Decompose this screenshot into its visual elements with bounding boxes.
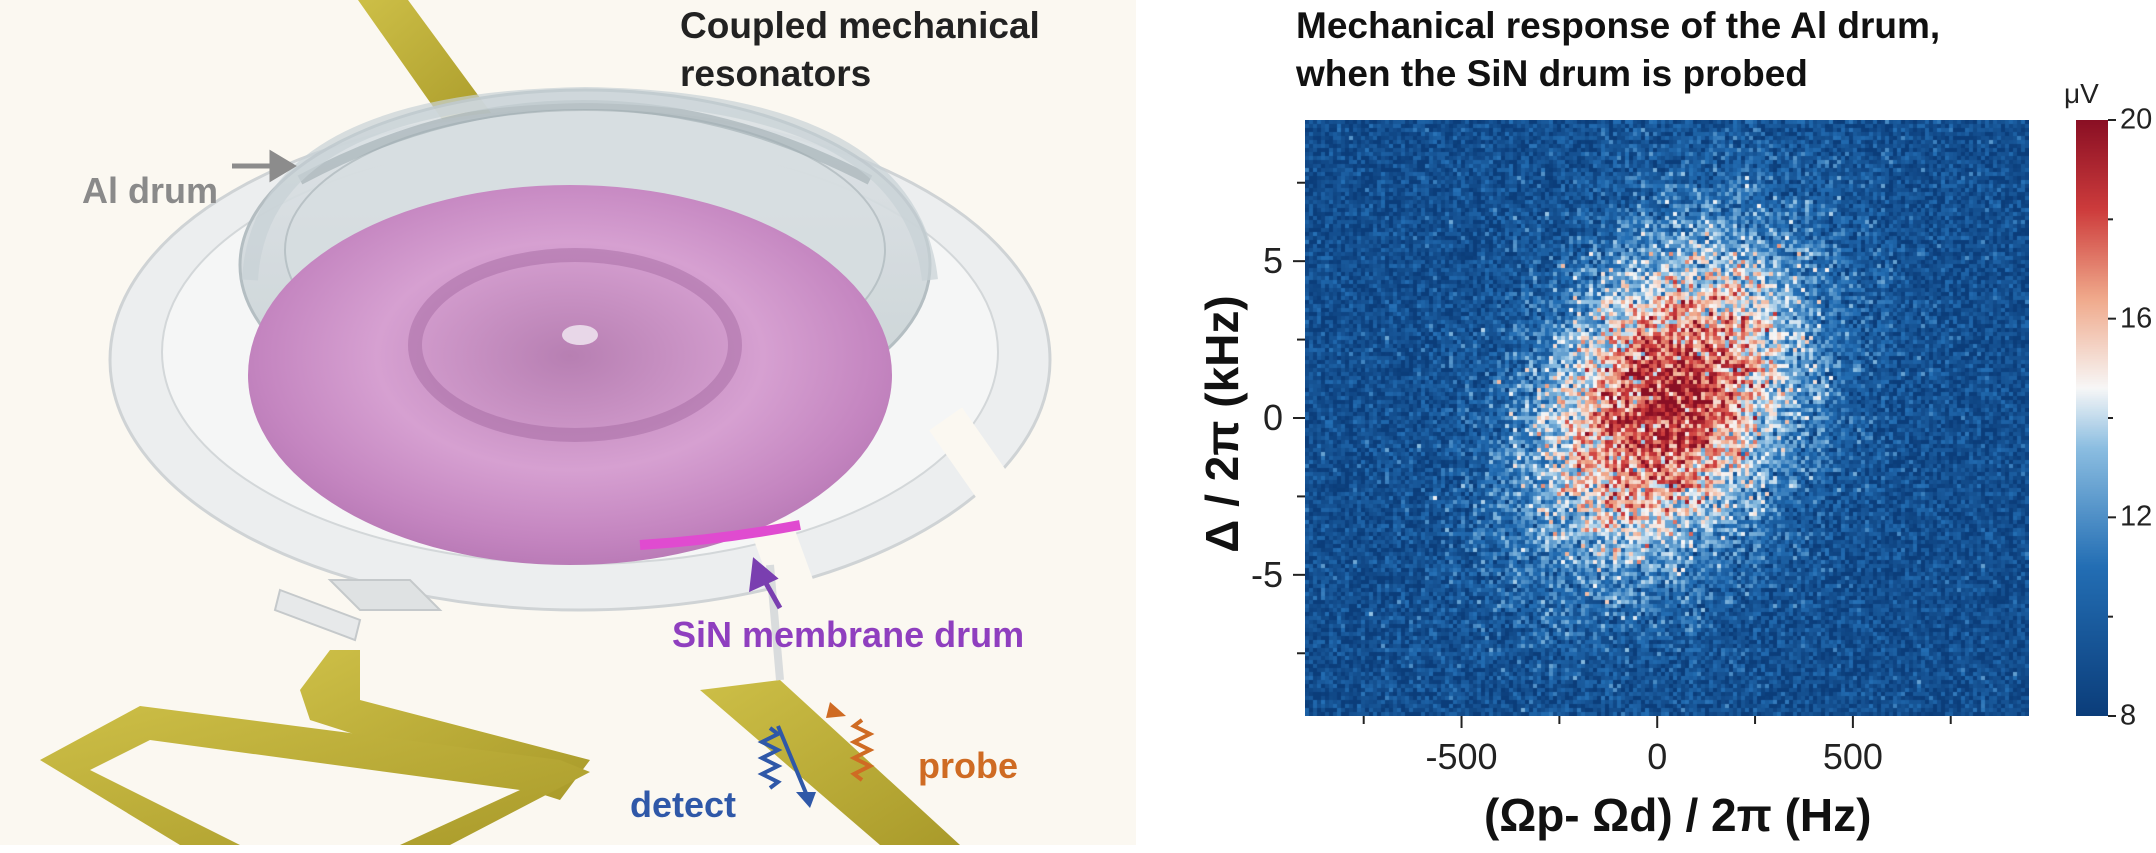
feedline-gold [700,680,960,845]
chart-title: Mechanical response of the Al drum, when… [1296,2,1940,98]
al-drum-arrow [232,149,297,183]
x-tick-marks [1362,716,1952,728]
colorbar-tick-label: 20 [2120,103,2153,136]
heatmap-plot [1305,120,2029,716]
left-title-line1: Coupled mechanical [680,5,1040,46]
colorbar-tick-label: 8 [2120,699,2137,732]
sin-membrane-label: SiN membrane drum [672,614,1025,655]
colorbar-tick-label: 16 [2120,302,2153,335]
device-illustration [40,0,1052,845]
y-tick-label: 5 [1262,240,1283,282]
colorbar-tick-marks [2108,119,2116,717]
detect-label: detect [630,784,737,825]
colorbar-tick-label: 12 [2120,500,2153,533]
left-panel-title: Coupled mechanical resonators [680,2,1040,98]
al-drum-label: Al drum [82,170,219,211]
x-axis-label: (Ωp- Ωd) / 2π (Hz) [1484,789,1872,841]
top-gold-lead [358,0,500,125]
chart-title-line2: when the SiN drum is probed [1296,53,1808,94]
y-tick-marks [1293,181,1305,655]
probe-label: probe [918,745,1019,786]
sin-membrane [248,185,892,565]
left-title-line2: resonators [680,53,872,94]
x-tick-label: 500 [1822,736,1883,777]
y-axis-label: Δ / 2π (kHz) [1196,295,1248,553]
sin-arrow [749,557,783,610]
colorbar [2076,120,2108,716]
schematic-panel: Coupled mechanical resonators Al drum Si… [0,0,1136,845]
detect-wave-icon [757,725,816,808]
y-tick-label: -5 [1250,553,1283,595]
x-tick-label: 0 [1647,736,1668,777]
probe-wave-icon [826,702,875,782]
chart-title-line1: Mechanical response of the Al drum, [1296,5,1941,46]
colorbar-unit: μV [2064,78,2099,109]
y-tick-label: 0 [1262,397,1283,438]
x-tick-label: -500 [1425,736,1498,777]
